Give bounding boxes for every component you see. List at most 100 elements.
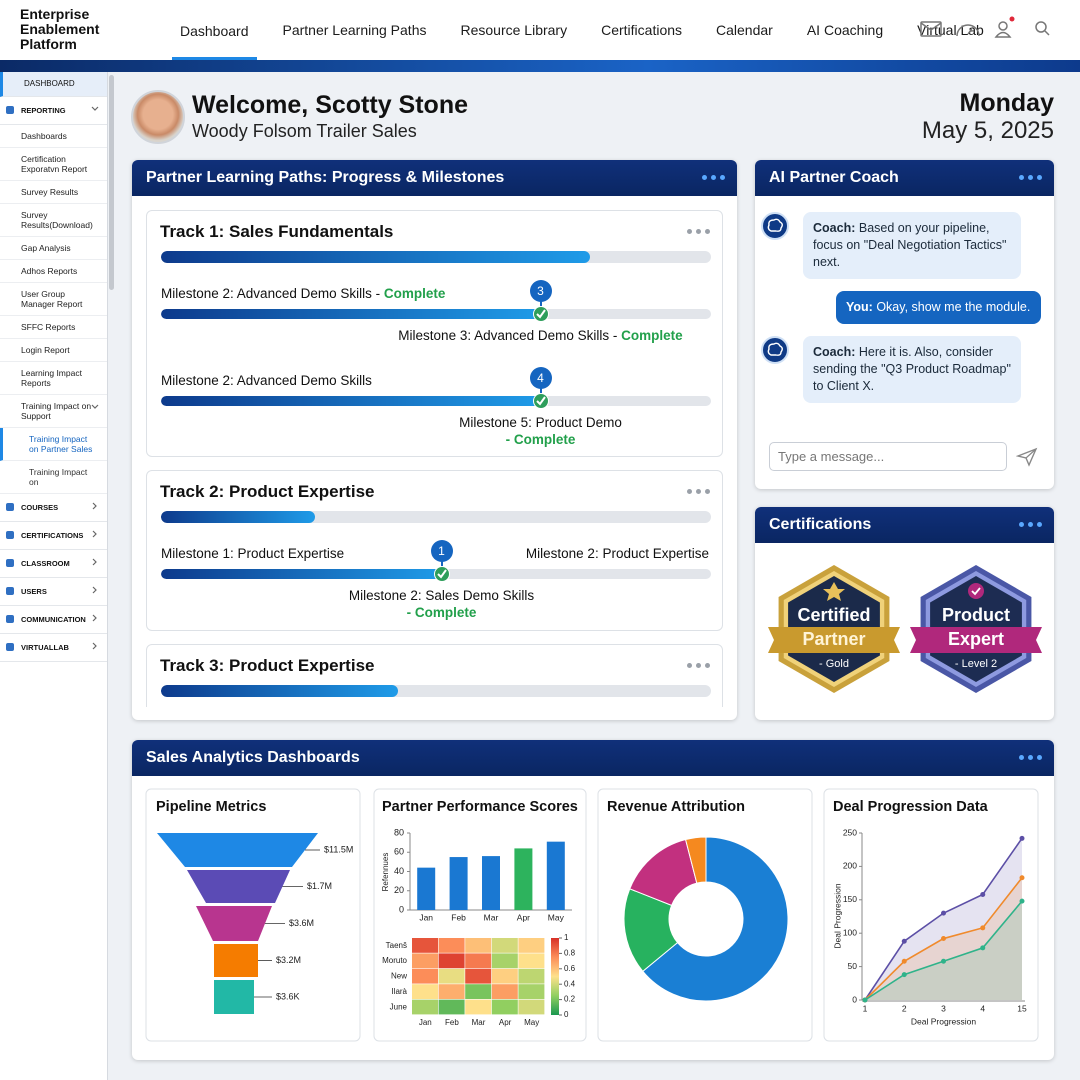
sidebar-item[interactable]: Adhos Reports [0, 260, 107, 283]
more-menu[interactable] [1019, 755, 1042, 760]
profile-icon[interactable] [994, 21, 1012, 38]
coach-avatar [761, 336, 789, 364]
badge-emblem [823, 582, 845, 601]
x-tick-label: Jan [419, 912, 433, 922]
more-menu[interactable] [687, 229, 710, 234]
sidebar-section[interactable]: VIRTUALLAB [0, 634, 107, 662]
nav-item[interactable]: Resource Library [460, 22, 568, 38]
sidebar-item[interactable]: Certification Exporatvn Report [0, 148, 107, 181]
x-axis-label: Deal Progression [911, 1016, 976, 1026]
sidebar: DASHBOARD REPORTING Dashboards Certificatio… [0, 72, 114, 1080]
panel-header: Certifications [755, 507, 1054, 543]
sidebar-section[interactable]: CERTIFICATIONS [0, 522, 107, 550]
track-card: Track 3: Product Expertise [146, 644, 723, 707]
nav: Dashboard Partner Learning Paths Resource … [172, 0, 992, 60]
mail-icon[interactable] [920, 21, 942, 37]
more-menu[interactable] [1019, 175, 1042, 180]
nav-item[interactable]: Certifications [601, 22, 683, 38]
sidebar-item[interactable]: Training Impact on [0, 461, 107, 494]
point [1019, 875, 1025, 881]
heat-cell [491, 999, 518, 1015]
point [901, 972, 907, 978]
sidebar-section[interactable]: COMMUNICATION [0, 606, 107, 634]
chevron[interactable] [91, 105, 99, 113]
dot [687, 229, 692, 234]
sidebar-item[interactable]: Login Report [0, 339, 107, 362]
scrollbar[interactable] [109, 75, 114, 290]
chart-title: Revenue Attribution [607, 799, 745, 815]
chevron[interactable] [91, 530, 99, 538]
funnel-stage [187, 870, 290, 903]
top-bar: Enterprise Enablement Platform Dashboard… [0, 0, 1080, 60]
conn-line [539, 388, 542, 395]
ai-coach-panel: AI Partner Coach Coach: Based on your pi… [755, 160, 1054, 489]
sidebar-item[interactable]: Gap Analysis [0, 237, 107, 260]
y-tick-label: 0 [399, 904, 404, 914]
panel-title: Certifications [769, 516, 872, 533]
funnel-stage [157, 833, 318, 867]
sidebar-section[interactable]: REPORTING [0, 97, 107, 125]
search-icon[interactable] [1035, 21, 1050, 36]
send-button[interactable] [1016, 447, 1038, 467]
heat-cell [438, 968, 465, 984]
sidebar-section[interactable]: COURSES [0, 494, 107, 522]
bar [449, 857, 468, 910]
user-message: You: Okay, show me the module. [836, 291, 1041, 324]
avatar [131, 90, 185, 144]
day: Monday [959, 89, 1054, 117]
section-icon [6, 106, 14, 114]
heat-cell [438, 984, 465, 999]
chevron[interactable] [91, 642, 99, 650]
heat-cell [438, 999, 465, 1015]
sidebar-item[interactable]: SFFC Reports [0, 316, 107, 339]
chevron[interactable] [91, 502, 99, 510]
column-label: May [524, 1018, 539, 1027]
sidebar-item[interactable]: DASHBOARD [0, 72, 107, 97]
funnel-stage [196, 906, 272, 941]
speaker: Coach: [813, 221, 856, 235]
chevron[interactable] [91, 558, 99, 566]
heat-cell [438, 938, 465, 953]
heat-cell [412, 999, 438, 1015]
point [980, 925, 986, 931]
message-input[interactable]: Type a message... [769, 442, 1007, 471]
sidebar-section[interactable]: USERS [0, 578, 107, 606]
section-label: CERTIFICATIONS [21, 530, 84, 540]
nav-item[interactable]: Dashboard [172, 0, 257, 60]
logo[interactable]: Enterprise Enablement Platform [20, 6, 100, 52]
badge-emblem [968, 583, 984, 599]
dot [687, 663, 692, 668]
sidebar-item[interactable]: Training Impact on Partner Sales [0, 428, 107, 461]
step-marker: 4 [529, 367, 552, 389]
nav-item[interactable]: Partner Learning Paths [282, 22, 427, 38]
bar [546, 841, 565, 910]
section-label: VIRTUALLAB [21, 642, 69, 652]
heat-cell [412, 968, 438, 984]
nav-item[interactable]: Calendar [716, 22, 773, 38]
more-menu[interactable] [687, 663, 710, 668]
sidebar-item[interactable]: Survey Results [0, 181, 107, 204]
more-menu[interactable] [702, 175, 725, 180]
gauge-icon[interactable] [956, 24, 980, 37]
more-menu[interactable] [687, 489, 710, 494]
coach-avatar [761, 212, 789, 240]
progress-fill [161, 396, 541, 406]
colorbar-tick-label: 0.2 [564, 995, 576, 1004]
more-menu[interactable] [1019, 522, 1042, 527]
sidebar-item[interactable]: User Group Manager Report [0, 283, 107, 316]
panel-title: AI Partner Coach [769, 169, 899, 186]
sidebar-item[interactable]: Training Impact on Support [0, 395, 107, 428]
chevron[interactable] [91, 403, 99, 411]
nav-item[interactable]: Virtual Lab [917, 22, 984, 38]
nav-item[interactable]: AI Coaching [806, 22, 884, 38]
chevron[interactable] [91, 614, 99, 622]
sidebar-item[interactable]: Survey Results(Download) [0, 204, 107, 237]
milestone-note: Milestone 5: Product Demo - Complete [391, 414, 691, 448]
sidebar-item[interactable]: Dashboards [0, 125, 107, 148]
heat-cell [491, 938, 518, 953]
conn-line [539, 301, 542, 308]
check-marker [532, 306, 549, 322]
chevron[interactable] [91, 586, 99, 594]
sidebar-item[interactable]: Learning Impact Reports [0, 362, 107, 395]
sidebar-section[interactable]: CLASSROOM [0, 550, 107, 578]
